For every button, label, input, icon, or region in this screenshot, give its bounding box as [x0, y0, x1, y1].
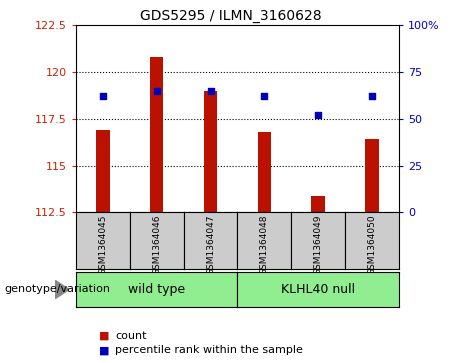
Text: ■: ■: [99, 331, 110, 341]
Point: [260, 94, 268, 99]
Point: [368, 94, 376, 99]
Point: [314, 112, 322, 118]
Text: GSM1364047: GSM1364047: [206, 214, 215, 274]
Bar: [311, 196, 325, 212]
Bar: [204, 91, 217, 212]
Text: ■: ■: [99, 345, 110, 355]
Polygon shape: [55, 280, 69, 298]
Text: count: count: [115, 331, 147, 341]
Text: wild type: wild type: [128, 283, 185, 296]
Text: KLHL40 null: KLHL40 null: [281, 283, 355, 296]
Bar: [258, 132, 271, 212]
Point: [207, 88, 214, 94]
Point: [153, 88, 160, 94]
Text: genotype/variation: genotype/variation: [5, 285, 111, 294]
Text: percentile rank within the sample: percentile rank within the sample: [115, 345, 303, 355]
Text: GSM1364049: GSM1364049: [313, 214, 323, 274]
Text: GSM1364046: GSM1364046: [152, 214, 161, 274]
Bar: [96, 130, 110, 212]
Text: GDS5295 / ILMN_3160628: GDS5295 / ILMN_3160628: [140, 9, 321, 23]
Bar: [365, 139, 378, 212]
Text: GSM1364050: GSM1364050: [367, 214, 376, 275]
Text: GSM1364045: GSM1364045: [99, 214, 107, 274]
Point: [99, 94, 106, 99]
Bar: [150, 57, 164, 212]
Text: GSM1364048: GSM1364048: [260, 214, 269, 274]
